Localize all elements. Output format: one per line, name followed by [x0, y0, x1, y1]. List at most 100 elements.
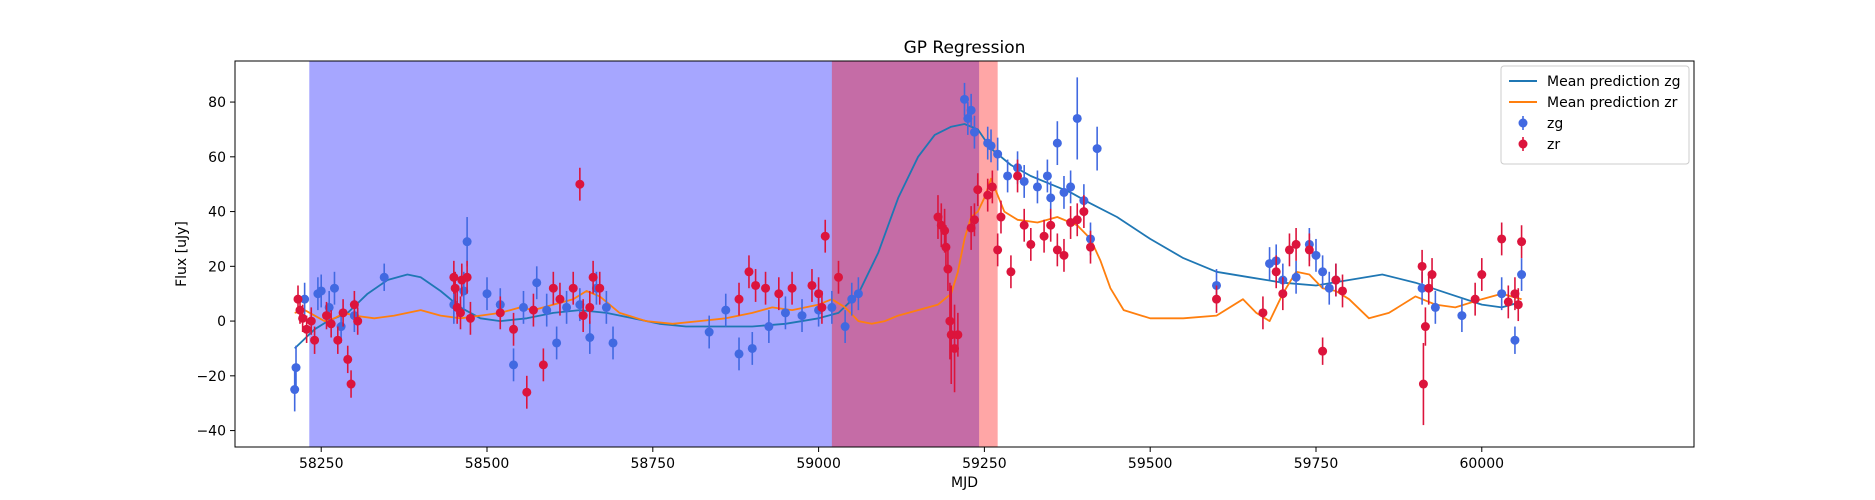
- data-point: [450, 283, 460, 293]
- data-point: [734, 349, 744, 359]
- data-point: [950, 343, 960, 353]
- data-point: [353, 316, 363, 326]
- data-point: [1066, 182, 1076, 192]
- data-point: [1086, 242, 1096, 252]
- data-point: [966, 105, 976, 115]
- data-point: [1046, 193, 1056, 203]
- data-point: [482, 289, 492, 299]
- data-point: [1457, 311, 1467, 321]
- y-tick-label: −40: [196, 424, 226, 440]
- data-point: [595, 283, 605, 293]
- data-point: [840, 322, 850, 332]
- data-point: [298, 313, 308, 323]
- data-point: [326, 319, 336, 329]
- data-point: [1278, 289, 1288, 299]
- shaded-span: [831, 61, 998, 447]
- data-point: [379, 272, 389, 282]
- legend-label: zg: [1547, 116, 1563, 132]
- data-point: [1510, 289, 1520, 299]
- data-point: [1420, 322, 1430, 332]
- data-point: [751, 280, 761, 290]
- data-point: [1026, 239, 1036, 249]
- legend-box: [1500, 65, 1690, 165]
- data-point: [462, 237, 472, 247]
- y-tick-label: 60: [208, 150, 226, 166]
- data-point: [608, 338, 618, 348]
- data-point: [847, 294, 857, 304]
- data-point: [509, 324, 519, 334]
- data-point: [518, 302, 528, 312]
- data-point: [1318, 346, 1328, 356]
- data-point: [1513, 300, 1523, 310]
- data-point: [969, 127, 979, 137]
- data-point: [933, 212, 943, 222]
- data-point: [1019, 176, 1029, 186]
- data-point: [310, 335, 320, 345]
- data-point: [1006, 267, 1016, 277]
- data-point: [1072, 113, 1082, 123]
- data-point: [1072, 215, 1082, 225]
- data-point: [290, 385, 300, 395]
- y-axis-label: Flux [uJy]: [174, 221, 190, 287]
- data-point: [1424, 283, 1434, 293]
- x-tick-label: 59750: [1294, 456, 1339, 472]
- legend: Mean prediction zg Mean prediction zr zg zr: [1500, 65, 1690, 165]
- data-point: [987, 182, 997, 192]
- data-point: [1417, 283, 1427, 293]
- data-point: [542, 305, 552, 315]
- data-point: [1059, 250, 1069, 260]
- data-point: [338, 308, 348, 318]
- data-point: [555, 294, 565, 304]
- data-point: [322, 311, 332, 321]
- data-point: [787, 283, 797, 293]
- x-tick-label: 59500: [1128, 456, 1173, 472]
- data-point: [764, 322, 774, 332]
- data-point: [943, 264, 953, 274]
- y-tick-label: 0: [217, 314, 226, 330]
- data-point: [585, 332, 595, 342]
- data-point: [1079, 207, 1089, 217]
- data-point: [585, 302, 595, 312]
- data-point: [495, 308, 505, 318]
- data-point: [721, 305, 731, 315]
- data-point: [969, 215, 979, 225]
- plot-frame: [234, 60, 1695, 448]
- data-point: [820, 231, 830, 241]
- legend-label: Mean prediction zg: [1547, 74, 1681, 90]
- shaded-spans: [309, 61, 998, 447]
- x-tick-label: 58750: [631, 456, 676, 472]
- y-tick-label: −20: [196, 369, 226, 385]
- shaded-span: [309, 61, 980, 447]
- data-point: [1311, 250, 1321, 260]
- data-point: [1039, 231, 1049, 241]
- data-point: [601, 302, 611, 312]
- data-point: [449, 272, 459, 282]
- data-point: [1013, 171, 1023, 181]
- data-point: [346, 379, 356, 389]
- data-point: [797, 311, 807, 321]
- data-point: [945, 316, 955, 326]
- data-point: [1517, 270, 1527, 280]
- data-point: [1212, 294, 1222, 304]
- data-point: [983, 190, 993, 200]
- axis-ticks: 58250 58500 58750 59000 59250 59500 59750 60000…: [196, 95, 1504, 472]
- data-point: [1019, 220, 1029, 230]
- data-point: [833, 272, 843, 282]
- data-point: [941, 242, 951, 252]
- data-point: [966, 223, 976, 233]
- data-point: [747, 343, 757, 353]
- data-point: [1324, 283, 1334, 293]
- legend-point-swatch: [1518, 139, 1528, 149]
- data-point: [578, 311, 588, 321]
- data-point: [1503, 297, 1513, 307]
- data-point: [522, 387, 532, 397]
- data-point: [575, 300, 585, 310]
- data-point: [462, 272, 472, 282]
- data-point: [986, 141, 996, 151]
- data-point: [780, 308, 790, 318]
- data-point: [568, 283, 578, 293]
- data-point: [575, 179, 585, 189]
- prediction-line: [294, 123, 1522, 350]
- data-point: [329, 283, 339, 293]
